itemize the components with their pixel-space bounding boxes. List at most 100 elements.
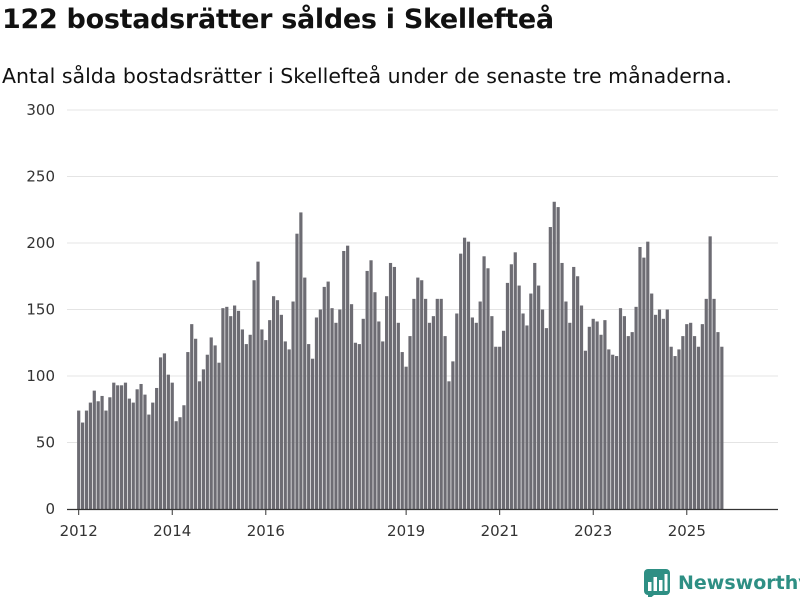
bar xyxy=(147,414,151,509)
bar xyxy=(505,282,510,509)
bar xyxy=(392,266,397,509)
bar xyxy=(287,349,291,509)
bar xyxy=(572,266,576,509)
bar xyxy=(517,285,521,509)
y-tick-label-150: 150 xyxy=(26,301,55,319)
bar xyxy=(548,227,552,510)
bar xyxy=(673,356,677,509)
bar xyxy=(427,322,432,509)
bar xyxy=(607,349,611,509)
bar xyxy=(209,337,213,509)
bar xyxy=(283,341,287,509)
bar xyxy=(275,300,280,509)
bar xyxy=(123,382,128,509)
bar xyxy=(221,308,225,509)
bar xyxy=(353,342,358,509)
bar xyxy=(346,245,350,509)
bar xyxy=(213,345,217,509)
bar xyxy=(657,309,662,509)
bar xyxy=(568,322,572,509)
bar xyxy=(116,385,120,509)
bar xyxy=(525,325,529,509)
bar xyxy=(424,298,428,509)
bar xyxy=(498,346,502,509)
bar xyxy=(342,250,346,510)
bar xyxy=(591,318,595,509)
bar xyxy=(96,401,100,509)
bar xyxy=(338,309,342,509)
bar xyxy=(412,298,416,509)
bar xyxy=(135,389,139,509)
bar xyxy=(540,309,545,509)
bar xyxy=(236,310,241,509)
bar xyxy=(381,341,385,509)
bar xyxy=(205,354,209,509)
bar xyxy=(190,324,194,509)
x-tick-label-2023: 2023 xyxy=(574,522,612,540)
bar xyxy=(677,349,681,509)
bar xyxy=(373,292,377,509)
bar xyxy=(100,395,104,509)
bar xyxy=(603,320,607,509)
bar xyxy=(303,277,307,509)
bar xyxy=(229,316,233,509)
bar xyxy=(77,410,81,509)
bar xyxy=(451,361,455,509)
bar xyxy=(108,397,112,509)
bar xyxy=(314,317,319,509)
bar xyxy=(466,241,471,510)
y-tick-label-300: 300 xyxy=(26,101,55,119)
bar xyxy=(322,286,326,509)
bar xyxy=(583,350,588,509)
bar xyxy=(291,301,295,509)
bar xyxy=(388,262,393,509)
bar xyxy=(513,252,517,509)
bar xyxy=(139,383,143,509)
bar xyxy=(84,410,89,509)
bar xyxy=(642,257,646,509)
bar xyxy=(217,362,221,509)
bar xyxy=(599,334,603,509)
chart-title: 122 bostadsrätter såldes i Skellefteå xyxy=(2,4,554,35)
bar xyxy=(310,358,315,509)
bar xyxy=(556,207,560,509)
bar xyxy=(252,280,256,509)
bar xyxy=(279,314,283,509)
bar xyxy=(579,305,584,509)
bar xyxy=(638,246,642,510)
bar xyxy=(696,346,701,509)
bar xyxy=(244,344,248,509)
bar xyxy=(127,398,131,509)
bar xyxy=(521,313,525,509)
bar xyxy=(307,344,311,509)
bar xyxy=(501,330,506,509)
bar xyxy=(470,317,474,509)
newsworthy-brand: Newsworthy xyxy=(644,568,800,598)
bar xyxy=(478,301,482,509)
y-axis-labels: 0 50 100 150 200 250 300 xyxy=(26,101,55,518)
bar xyxy=(653,314,658,509)
bar xyxy=(700,324,704,509)
bar xyxy=(131,402,135,509)
newsworthy-logo-icon xyxy=(644,569,670,597)
bar xyxy=(669,346,673,509)
bar xyxy=(712,298,716,509)
bar xyxy=(268,320,272,509)
bar xyxy=(182,405,186,509)
bar xyxy=(295,233,299,509)
bar xyxy=(178,417,182,509)
bar xyxy=(80,422,85,509)
bar xyxy=(459,253,463,509)
bar xyxy=(716,332,720,509)
bar xyxy=(400,352,404,509)
bar xyxy=(435,298,439,509)
bar xyxy=(689,322,693,509)
bar xyxy=(396,322,400,509)
bar xyxy=(240,329,245,509)
bar xyxy=(420,280,424,509)
bar xyxy=(404,366,408,509)
bar xyxy=(490,316,494,509)
bar xyxy=(225,306,229,509)
bar xyxy=(681,336,685,509)
